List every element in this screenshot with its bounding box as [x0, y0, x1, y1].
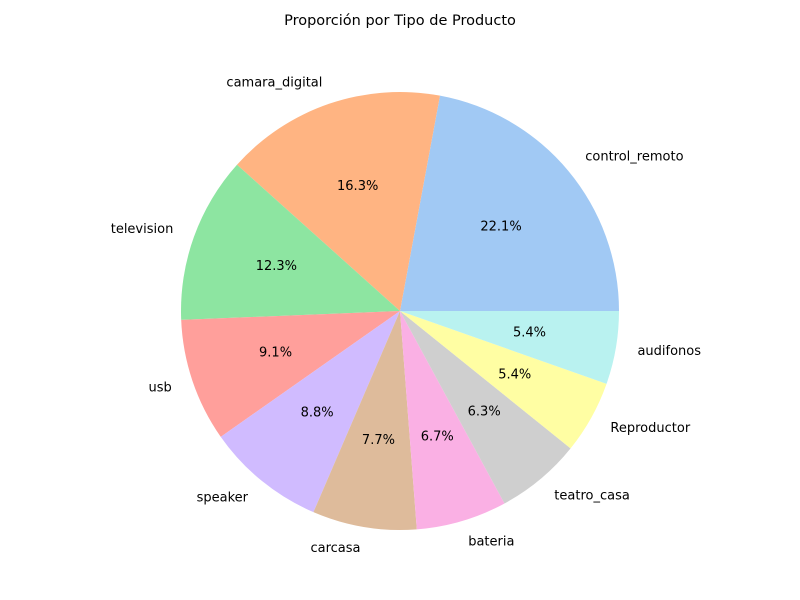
chart-title: Proporción por Tipo de Producto [284, 13, 516, 29]
pct-label-television: 12.3% [256, 259, 297, 274]
pct-label-speaker: 8.8% [301, 405, 334, 420]
pie-slice-control-remoto [400, 95, 619, 311]
pct-label-usb: 9.1% [259, 346, 292, 361]
slice-label-television: television [111, 222, 174, 237]
pie-slice-camara-digital [236, 92, 440, 311]
pct-label-bateria: 6.7% [421, 430, 454, 445]
slice-label-carcasa: carcasa [310, 541, 360, 556]
pie-slice-reproductor [400, 311, 607, 449]
pct-label-audifonos: 5.4% [513, 326, 546, 341]
pie-slice-speaker [220, 311, 400, 513]
pie-slice-carcasa [313, 311, 417, 530]
pct-label-control-remoto: 22.1% [480, 219, 521, 234]
slice-label-teatro-casa: teatro_casa [554, 488, 630, 503]
slice-label-control-remoto: control_remoto [585, 149, 683, 164]
pie-slice-audifonos [400, 311, 619, 384]
pie-slice-television [180, 164, 400, 320]
pct-label-teatro-casa: 6.3% [468, 404, 501, 419]
pie-slice-teatro-casa [400, 311, 571, 504]
slice-label-camara-digital: camara_digital [226, 75, 322, 90]
pct-label-carcasa: 7.7% [362, 433, 395, 448]
pct-label-camara-digital: 16.3% [337, 179, 378, 194]
slice-label-bateria: bateria [468, 535, 514, 550]
pie-slice-usb [181, 311, 400, 437]
pct-label-reproductor: 5.4% [498, 367, 531, 382]
slice-label-usb: usb [149, 381, 172, 396]
pie-slice-bateria [400, 311, 505, 530]
slice-label-audifonos: audifonos [637, 344, 701, 359]
slice-label-reproductor: Reproductor [610, 421, 690, 436]
slice-label-speaker: speaker [197, 490, 249, 505]
